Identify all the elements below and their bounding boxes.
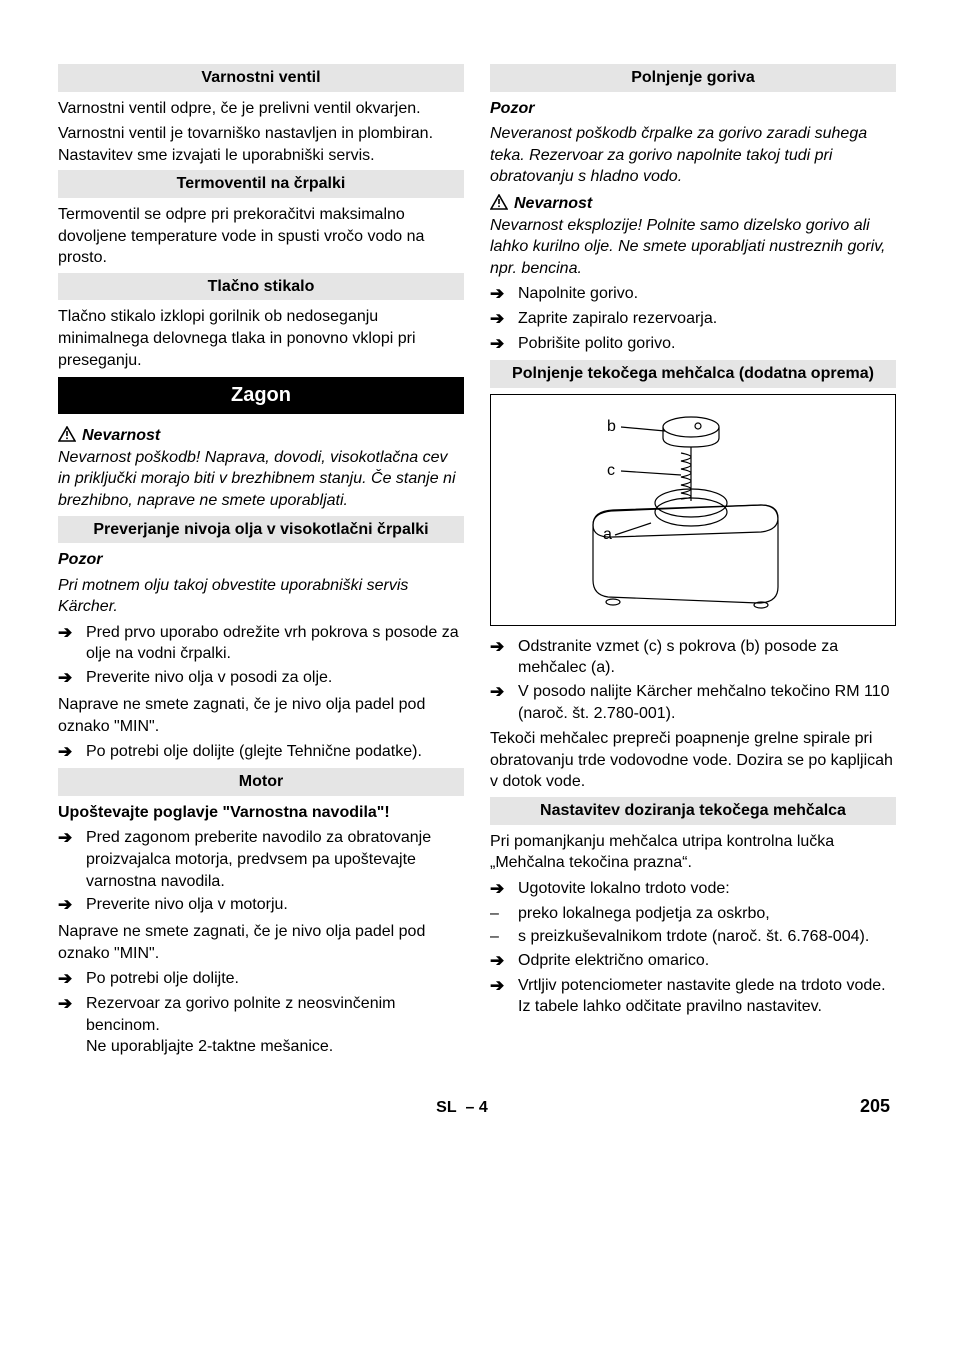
footer-page-number: 205 [860,1094,890,1118]
arrow-icon: ➔ [58,667,78,690]
list-item: ➔Ugotovite lokalno trdoto vode: [490,878,896,901]
bullet-list: ➔Pred prvo uporabo odrežite vrh pokrova … [58,622,464,690]
left-column: Varnostni ventil Varnostni ventil odpre,… [58,60,464,1062]
list-item: –preko lokalnega podjetja za oskrbo, [490,903,896,925]
paragraph: Pri pomanjkanju mehčalca utripa kontroln… [490,831,896,874]
heading-motor: Motor [58,768,464,796]
arrow-icon: ➔ [490,681,510,724]
heading-fuel: Polnjenje goriva [490,64,896,92]
heading-safety-valve: Varnostni ventil [58,64,464,92]
list-item: ➔Pred prvo uporabo odrežite vrh pokrova … [58,622,464,665]
danger-label: Nevarnost [82,425,160,447]
figure-label-c: c [607,462,615,479]
figure-label-b: b [607,418,616,435]
paragraph: Naprave ne smete zagnati, če je nivo olj… [58,921,464,964]
list-item: ➔Rezervoar za gorivo polnite z neosvinče… [58,993,464,1058]
footer-lang-page: SL – 4 [436,1097,488,1119]
paragraph: Varnostni ventil odpre, če je prelivni v… [58,98,464,120]
arrow-icon: ➔ [58,827,78,892]
bullet-list: ➔Ugotovite lokalno trdoto vode: –preko l… [490,878,896,1018]
arrow-icon: ➔ [490,308,510,331]
caution-label: Pozor [490,98,896,120]
danger-label: Nevarnost [514,193,592,215]
paragraph: Tlačno stikalo izklopi gorilnik ob nedos… [58,306,464,371]
list-item: ➔Po potrebi olje dolijte (glejte Tehničn… [58,741,464,764]
bullet-list: ➔Napolnite gorivo. ➔Zaprite zapiralo rez… [490,283,896,356]
bullet-list: ➔Po potrebi olje dolijte. ➔Rezervoar za … [58,968,464,1058]
dash-icon: – [490,903,510,925]
arrow-icon: ➔ [58,968,78,991]
list-item: ➔V posodo nalijte Kärcher mehčalno tekoč… [490,681,896,724]
bullet-list: ➔Odstranite vzmet (c) s pokrova (b) poso… [490,636,896,724]
list-item: ➔Preverite nivo olja v motorju. [58,894,464,917]
list-item: ➔Odprite električno omarico. [490,950,896,973]
arrow-icon: ➔ [58,894,78,917]
heading-softener: Polnjenje tekočega mehčalca (dodatna opr… [490,360,896,388]
arrow-icon: ➔ [58,622,78,665]
list-item: –s preizkuševalnikom trdote (naroč. št. … [490,926,896,948]
arrow-icon: ➔ [490,636,510,679]
heading-pressure-switch: Tlačno stikalo [58,273,464,301]
bullet-list: ➔Pred zagonom preberite navodilo za obra… [58,827,464,917]
danger-text: Nevarnost eksplozije! Polnite samo dizel… [490,215,896,280]
list-item: ➔Pred zagonom preberite navodilo za obra… [58,827,464,892]
list-item: ➔Vrtljiv potenciometer nastavite glede n… [490,975,896,1018]
list-item: ➔Zaprite zapiralo rezervoarja. [490,308,896,331]
heading-thermovalve: Termoventil na črpalki [58,170,464,198]
caution-text: Neveranost poškodb črpalke za gorivo zar… [490,123,896,188]
danger-row: Nevarnost [490,192,896,215]
bullet-list: ➔Po potrebi olje dolijte (glejte Tehničn… [58,741,464,764]
motor-subheading: Upoštevajte poglavje "Varnostna navodila… [58,802,464,824]
heading-start: Zagon [58,377,464,414]
danger-text: Nevarnost poškodb! Naprava, dovodi, viso… [58,447,464,512]
arrow-icon: ➔ [490,283,510,306]
arrow-icon: ➔ [490,878,510,901]
heading-oil-check: Preverjanje nivoja olja v visokotlačni č… [58,516,464,544]
list-item: ➔Pobrišite polito gorivo. [490,333,896,356]
arrow-icon: ➔ [490,975,510,1018]
arrow-icon: ➔ [490,333,510,356]
list-item: ➔Odstranite vzmet (c) s pokrova (b) poso… [490,636,896,679]
danger-row: Nevarnost [58,424,464,447]
paragraph: Termoventil se odpre pri prekoračitvi ma… [58,204,464,269]
figure-label-a: a [603,526,612,543]
paragraph: Tekoči mehčalec prepreči poapnenje greln… [490,728,896,793]
caution-label: Pozor [58,549,464,571]
list-item: ➔Preverite nivo olja v posodi za olje. [58,667,464,690]
caution-text: Pri motnem olju takoj obvestite uporabni… [58,575,464,618]
paragraph: Varnostni ventil je tovarniško nastavlje… [58,123,464,166]
warning-icon [58,426,76,442]
list-item: ➔Napolnite gorivo. [490,283,896,306]
dash-icon: – [490,926,510,948]
arrow-icon: ➔ [58,993,78,1058]
arrow-icon: ➔ [490,950,510,973]
page-footer: SL – 4 205 [58,1094,896,1119]
softener-figure: b c a [490,394,896,626]
list-item: ➔Po potrebi olje dolijte. [58,968,464,991]
warning-icon [490,194,508,210]
arrow-icon: ➔ [58,741,78,764]
paragraph: Naprave ne smete zagnati, če je nivo olj… [58,694,464,737]
right-column: Polnjenje goriva Pozor Neveranost poškod… [490,60,896,1062]
heading-dosing: Nastavitev doziranja tekočega mehčalca [490,797,896,825]
